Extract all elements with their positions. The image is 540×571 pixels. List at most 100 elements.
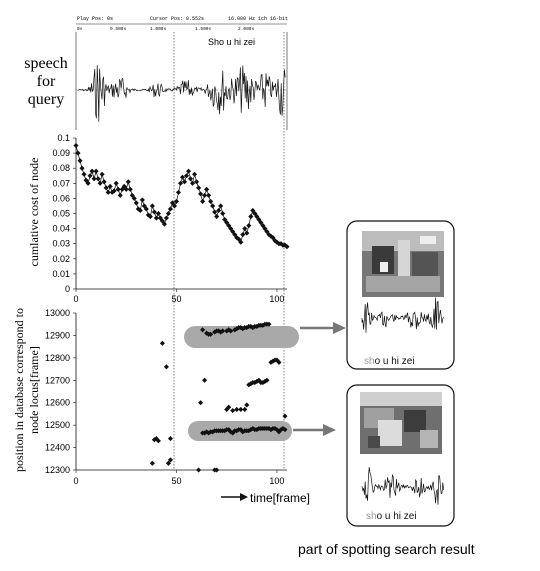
query-phrase-label: Sho u hi zei — [208, 37, 255, 47]
cost-point — [244, 230, 250, 236]
time-arrow-head — [240, 493, 248, 501]
cost-point — [103, 185, 109, 191]
speech-label-line2: for — [37, 73, 56, 90]
cost-point — [165, 210, 171, 217]
position-point — [238, 406, 244, 412]
cost-point — [187, 176, 194, 182]
cost-point — [202, 192, 208, 198]
position-y-tick-label: 12600 — [45, 398, 70, 408]
cost-point — [153, 215, 159, 221]
cost-point — [73, 143, 79, 149]
cost-point — [246, 223, 252, 229]
cost-point — [133, 200, 139, 206]
position-point — [159, 340, 165, 346]
position-point — [165, 460, 171, 466]
cost-point — [173, 198, 180, 204]
ruler-tick-4: 2.000s — [238, 26, 255, 32]
position-point — [228, 328, 234, 334]
position-y-tick-label: 12800 — [45, 353, 70, 363]
cost-point — [200, 198, 206, 204]
cost-y-tick-label: 0.07 — [52, 178, 70, 188]
position-point — [208, 331, 214, 337]
cost-point — [238, 239, 244, 245]
cost-point — [155, 210, 161, 217]
cost-point — [204, 186, 210, 192]
cost-point — [85, 180, 91, 186]
cost-point — [147, 213, 153, 220]
result2-arrow-head — [323, 424, 336, 436]
cost-point — [101, 179, 107, 185]
position-point — [167, 457, 173, 463]
cost-point — [196, 185, 202, 191]
cost-point — [248, 213, 254, 220]
cost-point — [212, 209, 218, 215]
position-point — [155, 438, 161, 444]
speech-label-line1: speech — [24, 55, 68, 72]
position-y-tick-label: 12300 — [45, 465, 70, 475]
position-y-tick-label: 13000 — [45, 308, 70, 318]
position-point — [163, 364, 169, 370]
result-2-phrase: sho u hi zei — [366, 511, 417, 522]
cost-y-tick-label: 0.01 — [52, 269, 70, 279]
cost-y-tick-label: 0.05 — [52, 209, 70, 219]
cost-point — [113, 180, 119, 186]
play-pos-label: Play Pos: 0s — [77, 16, 113, 22]
position-point — [276, 359, 282, 365]
result-1-waveform — [361, 297, 444, 333]
cost-y-tick-label: 0 — [65, 284, 70, 294]
position-y-axis-label-line1: position in database correspond to — [12, 308, 26, 472]
cost-point — [220, 210, 226, 217]
cost-point — [151, 209, 157, 215]
cost-y-tick-label: 0.02 — [52, 254, 70, 264]
result-1-phrase: sho u hi zei — [364, 356, 415, 367]
cost-point — [125, 179, 131, 185]
position-point — [244, 402, 250, 408]
position-point — [282, 413, 288, 419]
cost-point — [190, 180, 196, 186]
position-point — [198, 400, 204, 406]
position-x-tick-label: 100 — [269, 476, 284, 486]
ruler-tick-0: 0s — [77, 26, 83, 32]
cost-point — [192, 171, 198, 177]
query-waveform-panel: Play Pos: 0s Cursor Pos: 0.552s 16.000 H… — [75, 16, 288, 130]
cost-y-tick-label: 0.04 — [52, 224, 70, 234]
cost-point — [97, 180, 103, 186]
position-point — [220, 328, 226, 334]
cost-x-tick-label: 50 — [171, 294, 181, 304]
cost-point — [214, 213, 220, 220]
position-point — [196, 467, 202, 473]
position-point — [234, 406, 240, 412]
position-point — [167, 436, 173, 442]
cost-point — [240, 232, 246, 238]
query-waveform — [77, 65, 286, 122]
result-card-1: sho u hi zei — [346, 220, 455, 370]
position-y-tick-label: 12900 — [45, 330, 70, 340]
cost-x-tick-label: 100 — [269, 294, 284, 304]
cost-point — [242, 226, 248, 232]
cost-y-tick-label: 0.06 — [52, 193, 70, 203]
cost-point — [284, 244, 290, 250]
cost-chart: 0.1 0.09 0.08 0.07 0.06 0.05 0.04 0.03 0.02 0.01 0… — [27, 133, 290, 304]
cost-point — [163, 215, 169, 221]
position-point — [242, 406, 248, 412]
ruler-tick-1: 0.500s — [110, 26, 127, 32]
cost-point — [93, 168, 99, 174]
format-label: 16.000 Hz 1ch 16-bit — [228, 16, 288, 22]
cost-point — [149, 203, 155, 209]
cost-y-axis-label: cumlative cost of node — [27, 158, 41, 267]
position-y-axis-label-line2: node locus[frame] — [27, 346, 41, 434]
cost-series-line — [75, 145, 288, 248]
cost-point — [123, 186, 129, 192]
cost-point — [216, 207, 222, 214]
ruler-tick-3: 1.500s — [195, 26, 212, 32]
figure-caption: part of spotting search result — [298, 541, 475, 557]
position-point — [264, 377, 270, 383]
position-x-tick-label: 50 — [171, 476, 181, 486]
cost-point — [161, 221, 167, 227]
cost-y-tick-label: 0.03 — [52, 239, 70, 249]
cost-y-tick-label: 0.08 — [52, 163, 70, 173]
cost-point — [105, 189, 111, 195]
position-y-tick-label: 12400 — [45, 443, 70, 453]
cost-x-tick-label: 0 — [73, 294, 78, 304]
